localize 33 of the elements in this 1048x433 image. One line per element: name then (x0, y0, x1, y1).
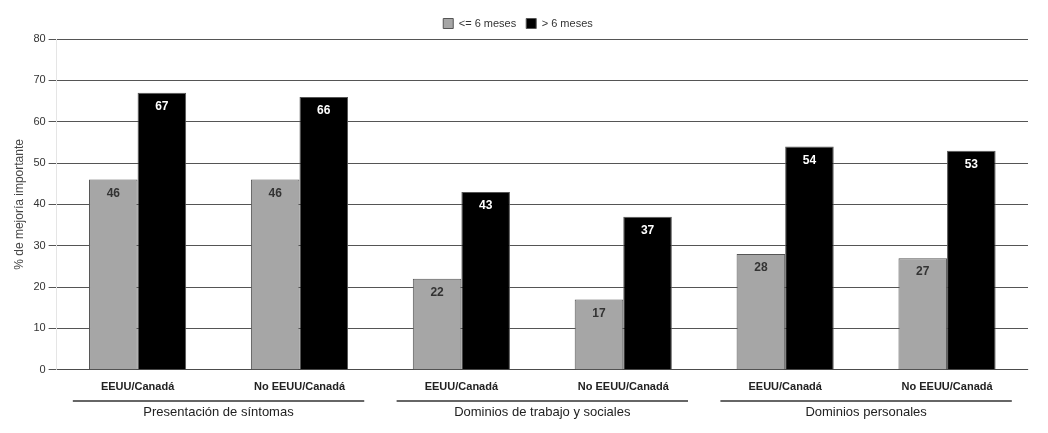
x-tick-label: No EEUU/Canadá (901, 380, 994, 393)
data-label: 54 (802, 152, 817, 167)
x-tick-label: No EEUU/Canadá (577, 380, 670, 393)
data-label: 66 (317, 103, 331, 118)
y-tick-label: 10 (33, 321, 46, 334)
data-label: 43 (478, 198, 493, 213)
data-label: 67 (155, 99, 169, 114)
data-label: 28 (754, 260, 768, 275)
data-label: 46 (106, 185, 121, 200)
data-label: 37 (640, 223, 655, 238)
data-label: 27 (916, 264, 930, 279)
x-tick-label: EEUU/Canadá (424, 380, 499, 393)
y-tick-label: 40 (33, 197, 46, 210)
data-label: 17 (592, 305, 606, 320)
x-tick-label: EEUU/Canadá (100, 380, 176, 393)
text: Dominios de trabajo y sociales (454, 404, 631, 420)
y-axis-title: % de mejoría importante (11, 138, 26, 270)
text: Dominios personales (805, 404, 928, 420)
y-tick-label: 70 (33, 73, 46, 86)
legend-label: > 6 meses (541, 16, 594, 29)
y-tick-label: 60 (33, 114, 46, 127)
legend-label: <= 6 meses (458, 16, 517, 29)
y-tick-label: 20 (33, 280, 46, 293)
x-tick-label: No EEUU/Canadá (253, 380, 346, 393)
text: Presentación de síntomas (143, 404, 295, 420)
y-tick-label: 50 (33, 156, 46, 169)
data-label: 46 (268, 185, 283, 200)
y-tick-label: 0 (39, 362, 46, 375)
y-tick-label: 80 (33, 32, 46, 45)
y-tick-label: 30 (33, 238, 46, 251)
data-label: 22 (430, 285, 445, 300)
x-tick-label: EEUU/Canadá (748, 380, 823, 393)
data-label: 53 (964, 156, 979, 171)
